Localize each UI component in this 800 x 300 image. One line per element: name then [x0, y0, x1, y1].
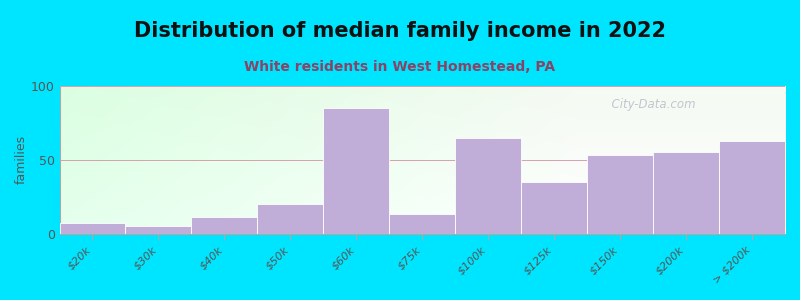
Bar [59, 223, 126, 234]
Bar [126, 226, 191, 234]
Bar [323, 108, 390, 234]
Text: White residents in West Homestead, PA: White residents in West Homestead, PA [245, 60, 555, 74]
Bar [390, 214, 455, 234]
Bar [521, 182, 587, 234]
Bar [587, 155, 653, 234]
Text: Distribution of median family income in 2022: Distribution of median family income in … [134, 21, 666, 41]
Bar [653, 152, 719, 234]
Bar [719, 141, 785, 234]
Bar [191, 218, 258, 234]
Text: City-Data.com: City-Data.com [604, 98, 695, 111]
Y-axis label: families: families [15, 135, 28, 184]
Bar [455, 138, 521, 234]
Bar [258, 204, 323, 234]
